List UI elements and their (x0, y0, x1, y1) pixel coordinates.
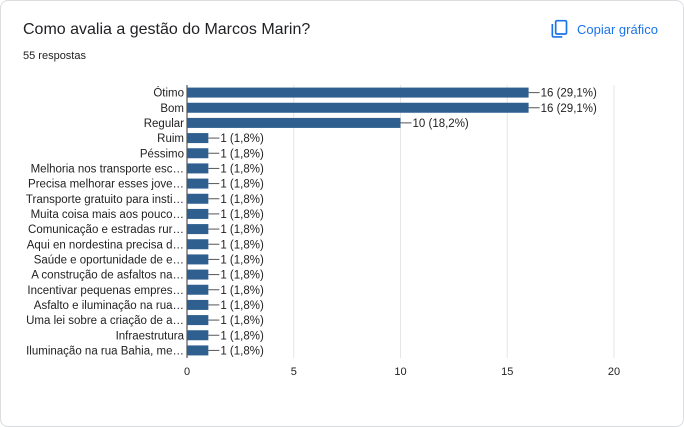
value-label: 16 (29,1%) (541, 88, 597, 100)
value-label: 1 (1,8%) (220, 330, 264, 342)
value-label: 1 (1,8%) (220, 270, 264, 282)
bar (187, 239, 209, 250)
response-count: 55 respostas (23, 50, 86, 62)
category-label: Ótimo (153, 87, 184, 100)
category-label: Asfalto e iluminação na rua… (34, 300, 184, 312)
bar (187, 345, 209, 356)
copy-icon (549, 19, 569, 39)
category-label: Aqui en nordestina precisa d… (27, 239, 184, 251)
category-label: Iluminação na rua Bahia, me… (26, 345, 184, 357)
value-label: 1 (1,8%) (220, 300, 264, 312)
x-tick-label: 20 (608, 366, 620, 378)
question-title: Como avalia a gestão do Marcos Marin? (23, 21, 311, 38)
bar (187, 178, 209, 189)
x-tick-label: 5 (291, 366, 297, 378)
x-tick-label: 0 (184, 366, 190, 378)
category-label: Regular (144, 118, 184, 130)
category-label: Precisa melhorar esses jove… (28, 179, 184, 191)
bar (187, 224, 209, 235)
category-label: Muita coisa mais aos pouco… (31, 209, 184, 221)
category-label: Comunicação e estradas rur… (28, 224, 184, 236)
value-label: 1 (1,8%) (220, 148, 264, 160)
category-label: Melhoria nos transporte esc… (31, 163, 184, 175)
bar (187, 193, 209, 204)
value-label: 1 (1,8%) (220, 133, 264, 145)
x-tick-label: 10 (394, 366, 406, 378)
category-label: Transporte gratuito para insti… (26, 194, 184, 206)
value-label: 10 (18,2%) (413, 118, 469, 130)
bar (187, 208, 209, 219)
bar (187, 133, 209, 144)
category-label: A construção de asfaltos na… (31, 270, 184, 282)
category-label: Bom (160, 103, 184, 115)
bar (187, 330, 209, 341)
bar (187, 284, 209, 295)
value-label: 1 (1,8%) (220, 194, 264, 206)
category-label: Uma lei sobre a criação de a… (26, 315, 184, 327)
category-label: Ruim (157, 133, 184, 145)
value-label: 1 (1,8%) (220, 239, 264, 251)
category-label: Saúde e oportunidade de e… (34, 254, 184, 266)
bar (187, 269, 209, 280)
value-label: 1 (1,8%) (220, 345, 264, 357)
value-label: 1 (1,8%) (220, 179, 264, 191)
value-label: 1 (1,8%) (220, 254, 264, 266)
category-label: Incentivar pequenas empres… (27, 285, 184, 297)
copy-chart-label: Copiar gráfico (577, 21, 658, 37)
bar (187, 102, 529, 113)
value-label: 1 (1,8%) (220, 224, 264, 236)
x-tick-label: 15 (501, 366, 513, 378)
bar (187, 117, 401, 128)
value-label: 16 (29,1%) (541, 103, 597, 115)
bar (187, 87, 529, 98)
bar (187, 315, 209, 326)
bar (187, 148, 209, 159)
value-label: 1 (1,8%) (220, 315, 264, 327)
value-label: 1 (1,8%) (220, 209, 264, 221)
value-label: 1 (1,8%) (220, 285, 264, 297)
category-label: Infraestrutura (116, 330, 185, 342)
category-label: Péssimo (140, 148, 184, 160)
bar (187, 299, 209, 310)
copy-chart-button[interactable]: Copiar gráfico (545, 15, 664, 43)
value-label: 1 (1,8%) (220, 163, 264, 175)
bar (187, 254, 209, 265)
bar (187, 163, 209, 174)
